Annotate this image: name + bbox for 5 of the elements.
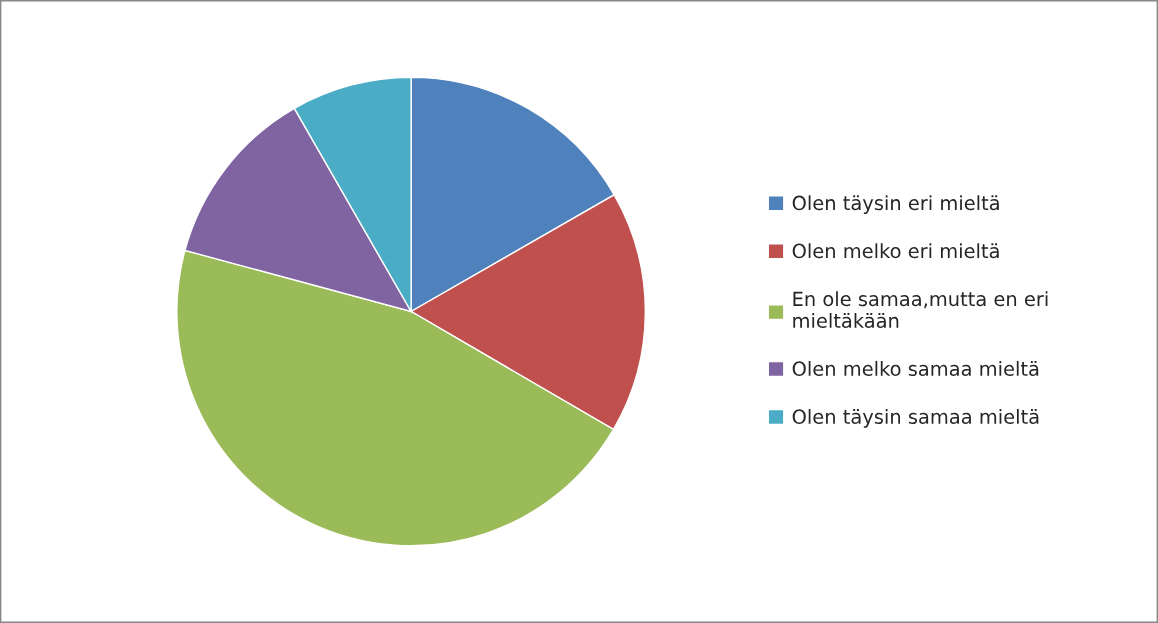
legend-label: Olen täysin eri mieltä <box>792 195 999 215</box>
legend-label: Olen melko eri mieltä <box>792 243 999 259</box>
legend-label: Olen täysin samaa mieltä <box>792 408 1039 428</box>
legend-label: Olen melko samaa mieltä <box>792 360 1039 377</box>
legend-label: En ole samaa,mutta en eri mieltäkään <box>793 291 1048 329</box>
